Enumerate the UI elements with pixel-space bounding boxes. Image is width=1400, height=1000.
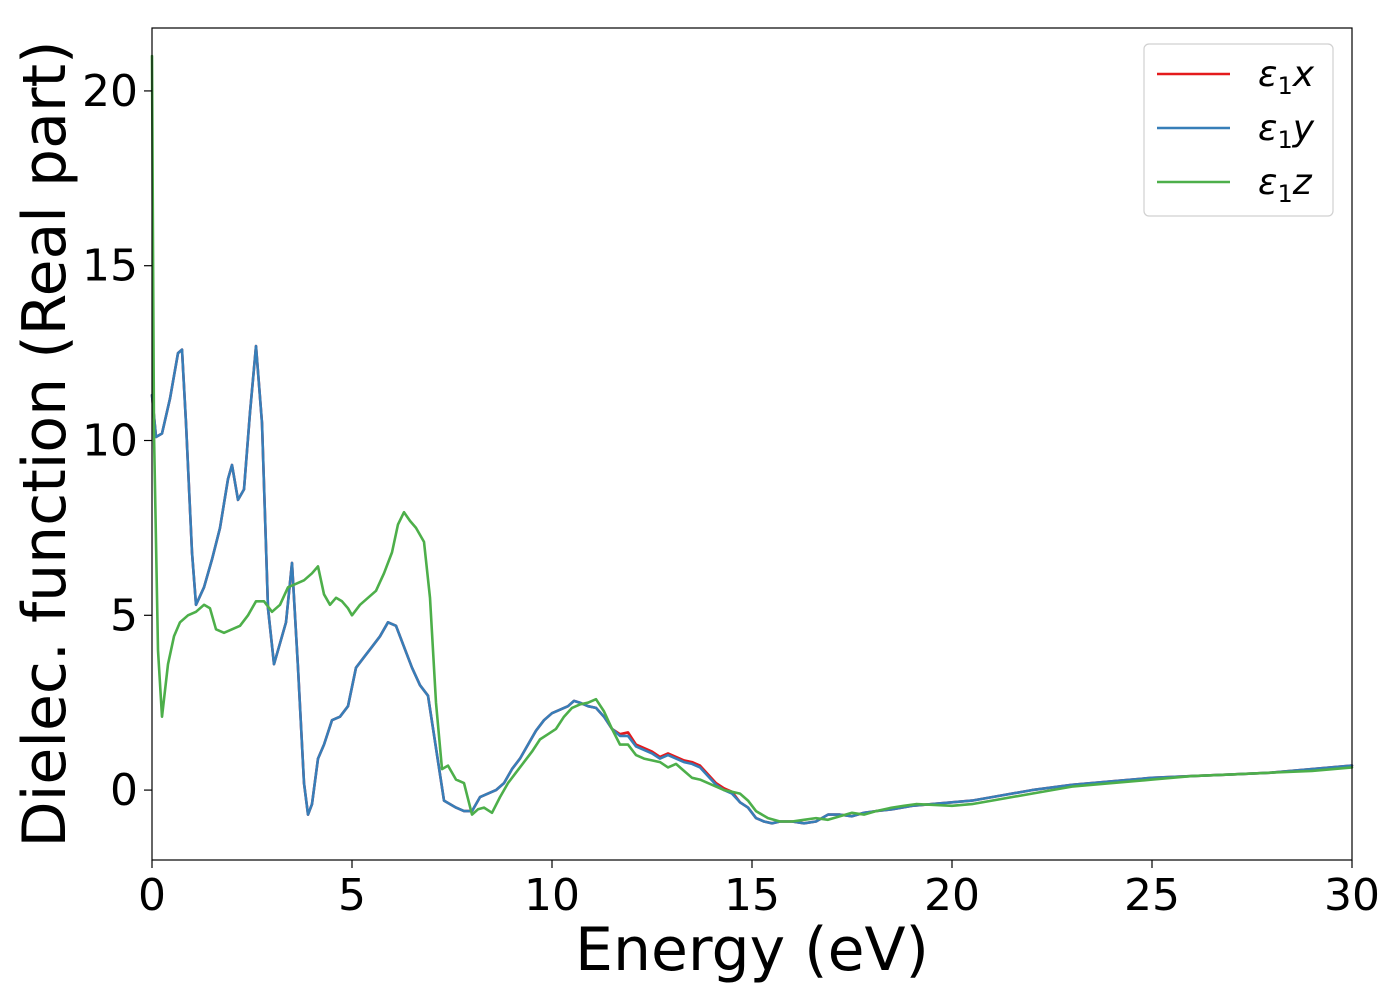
legend-variable: z — [1292, 162, 1313, 203]
series-layer — [150, 54, 1354, 825]
y-tick-label: 0 — [110, 765, 138, 816]
y-axis-title: Dielec. function (Real part) — [10, 41, 80, 848]
legend-variable: x — [1292, 54, 1315, 95]
legend-label-x: ε1x — [1258, 54, 1315, 100]
legend-symbol: ε — [1258, 162, 1277, 203]
x-tick-label: 5 — [338, 870, 366, 921]
legend-variable: y — [1292, 108, 1315, 149]
series-line-y — [150, 344, 1354, 825]
y-tick-label: 20 — [82, 66, 138, 117]
y-tick-label: 5 — [110, 590, 138, 641]
x-tick-label: 25 — [1124, 870, 1180, 921]
legend-subscript: 1 — [1277, 180, 1292, 208]
legend-subscript: 1 — [1277, 126, 1292, 154]
x-ticks: 0 5 10 15 20 25 30 — [138, 860, 1380, 921]
legend-frame — [1143, 43, 1334, 217]
plot-frame — [151, 27, 1353, 861]
x-tick-label: 30 — [1324, 870, 1380, 921]
legend-label-z: ε1z — [1258, 162, 1313, 208]
legend-symbol: ε — [1258, 108, 1277, 149]
y-ticks: 0 5 10 15 20 — [82, 66, 152, 816]
legend-subscript: 1 — [1277, 72, 1292, 100]
x-tick-label: 15 — [724, 870, 780, 921]
x-tick-label: 20 — [924, 870, 980, 921]
x-tick-label: 10 — [524, 870, 580, 921]
x-axis-title: Energy (eV) — [575, 915, 929, 985]
legend-label-y: ε1y — [1258, 108, 1315, 154]
series-line-x — [150, 344, 1354, 825]
y-tick-label: 15 — [82, 241, 138, 292]
series-line-z — [150, 54, 1354, 823]
legend-symbol: ε — [1258, 54, 1277, 95]
y-tick-label: 10 — [82, 416, 138, 467]
x-tick-label: 0 — [138, 870, 166, 921]
